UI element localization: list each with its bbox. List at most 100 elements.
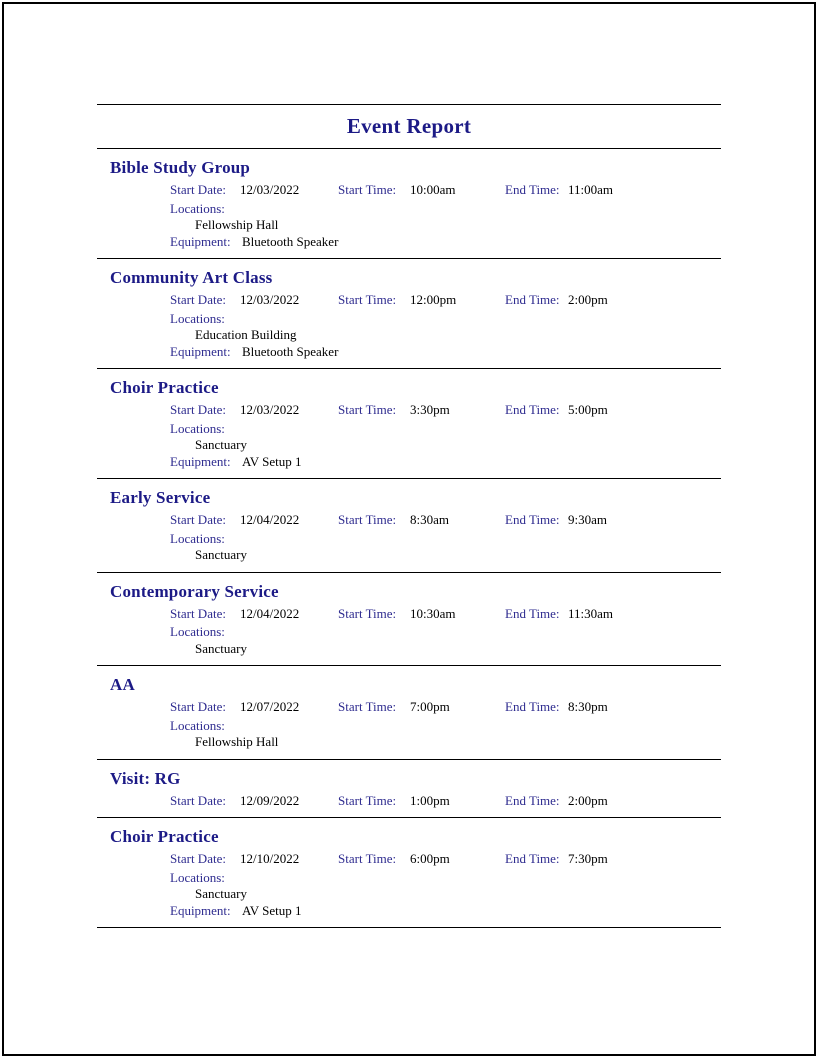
start-time-value: 1:00pm bbox=[410, 792, 450, 808]
event-title: AA bbox=[110, 675, 135, 694]
event-times-row: Start Date: 12/09/2022 Start Time: 1:00pm En… bbox=[170, 793, 721, 810]
start-date-value: 12/03/2022 bbox=[240, 182, 300, 197]
end-time-label: End Time: bbox=[505, 699, 560, 714]
event-details: Start Date: 12/09/2022 Start Time: 1:00pm En… bbox=[170, 793, 721, 810]
event-details: Start Date: 12/03/2022 Start Time: 12:00pm E… bbox=[170, 292, 721, 360]
start-time-label: Start Time: bbox=[338, 292, 397, 307]
page-title: Event Report bbox=[346, 114, 472, 138]
start-date-label: Start Date: bbox=[170, 402, 226, 417]
event-times-row: Start Date: 12/04/2022 Start Time: 10:30am E… bbox=[170, 606, 721, 623]
start-date-label: Start Date: bbox=[170, 792, 226, 808]
event-section: Bible Study Group Start Date: 12/03/2022 S… bbox=[97, 149, 721, 259]
equipment-value: AV Setup 1 bbox=[242, 453, 302, 469]
start-time-label: Start Time: bbox=[338, 512, 397, 527]
event-times-row: Start Date: 12/04/2022 Start Time: 8:30am En… bbox=[170, 512, 721, 529]
start-date-label: Start Date: bbox=[170, 512, 226, 527]
event-section: AA Start Date: 12/07/2022 Start Time: 7:00p… bbox=[97, 666, 721, 760]
event-section: Visit: RG Start Date: 12/09/2022 Start Tim… bbox=[97, 760, 721, 818]
start-time-label: Start Time: bbox=[338, 699, 397, 714]
location-value: Fellowship Hall bbox=[195, 734, 279, 749]
event-details: Start Date: 12/03/2022 Start Time: 10:00am E… bbox=[170, 182, 721, 250]
equipment-label: Equipment: bbox=[170, 343, 231, 359]
event-title: Choir Practice bbox=[110, 378, 219, 397]
start-time-value: 12:00pm bbox=[410, 292, 457, 307]
equipment-label: Equipment: bbox=[170, 453, 231, 469]
start-date-label: Start Date: bbox=[170, 292, 226, 307]
end-time-value: 2:00pm bbox=[568, 292, 608, 307]
event-section: Choir Practice Start Date: 12/10/2022 Star… bbox=[97, 818, 721, 928]
equipment-row: Equipment: AV Setup 1 bbox=[170, 903, 721, 920]
locations-label: Locations: bbox=[170, 624, 225, 639]
location-value: Education Building bbox=[195, 327, 297, 342]
equipment-value: Bluetooth Speaker bbox=[242, 233, 339, 249]
event-title: Community Art Class bbox=[110, 268, 273, 287]
end-time-label: End Time: bbox=[505, 512, 560, 527]
end-time-label: End Time: bbox=[505, 182, 560, 197]
end-time-value: 7:30pm bbox=[568, 851, 608, 866]
location-value: Sanctuary bbox=[195, 640, 247, 656]
start-date-value: 12/09/2022 bbox=[240, 792, 300, 808]
location-value: Fellowship Hall bbox=[195, 217, 279, 232]
start-time-label: Start Time: bbox=[338, 402, 397, 417]
end-time-value: 5:00pm bbox=[568, 402, 608, 417]
equipment-value: Bluetooth Speaker bbox=[242, 343, 339, 359]
locations-label: Locations: bbox=[170, 200, 225, 216]
start-date-label: Start Date: bbox=[170, 182, 226, 197]
start-time-value: 6:00pm bbox=[410, 851, 450, 866]
event-details: Start Date: 12/03/2022 Start Time: 3:30pm En… bbox=[170, 402, 721, 470]
event-times-row: Start Date: 12/03/2022 Start Time: 12:00pm E… bbox=[170, 292, 721, 309]
location-value: Sanctuary bbox=[195, 437, 247, 452]
end-time-label: End Time: bbox=[505, 292, 560, 307]
event-section: Early Service Start Date: 12/04/2022 Start… bbox=[97, 479, 721, 573]
start-date-value: 12/04/2022 bbox=[240, 512, 300, 527]
event-details: Start Date: 12/10/2022 Start Time: 6:00pm En… bbox=[170, 851, 721, 919]
start-time-label: Start Time: bbox=[338, 605, 397, 621]
end-time-value: 8:30pm bbox=[568, 699, 608, 714]
equipment-row: Equipment: AV Setup 1 bbox=[170, 454, 721, 471]
start-time-value: 10:00am bbox=[410, 182, 456, 197]
event-title: Bible Study Group bbox=[110, 158, 251, 177]
end-time-value: 11:30am bbox=[568, 605, 614, 621]
event-title: Choir Practice bbox=[110, 827, 219, 846]
start-date-label: Start Date: bbox=[170, 851, 226, 866]
locations-label: Locations: bbox=[170, 310, 225, 326]
end-time-label: End Time: bbox=[505, 605, 560, 621]
event-details: Start Date: 12/04/2022 Start Time: 8:30am En… bbox=[170, 512, 721, 564]
start-time-label: Start Time: bbox=[338, 182, 397, 197]
equipment-label: Equipment: bbox=[170, 902, 231, 918]
start-date-label: Start Date: bbox=[170, 699, 226, 714]
start-time-label: Start Time: bbox=[338, 851, 397, 866]
start-date-value: 12/03/2022 bbox=[240, 402, 300, 417]
equipment-row: Equipment: Bluetooth Speaker bbox=[170, 344, 721, 361]
end-time-label: End Time: bbox=[505, 402, 560, 417]
event-title: Early Service bbox=[110, 488, 211, 507]
event-report: Event Report Bible Study Group Start Dat… bbox=[97, 104, 721, 928]
event-details: Start Date: 12/07/2022 Start Time: 7:00pm En… bbox=[170, 699, 721, 751]
start-time-value: 3:30pm bbox=[410, 402, 450, 417]
locations-label: Locations: bbox=[170, 869, 225, 885]
locations-label: Locations: bbox=[170, 530, 225, 546]
start-date-value: 12/07/2022 bbox=[240, 699, 300, 714]
report-title-band: Event Report bbox=[97, 104, 721, 149]
event-details: Start Date: 12/04/2022 Start Time: 10:30am E… bbox=[170, 606, 721, 658]
event-times-row: Start Date: 12/07/2022 Start Time: 7:00pm En… bbox=[170, 699, 721, 716]
event-section: Community Art Class Start Date: 12/03/202… bbox=[97, 259, 721, 369]
start-time-value: 7:00pm bbox=[410, 699, 450, 714]
event-title: Contemporary Service bbox=[110, 581, 279, 601]
equipment-row: Equipment: Bluetooth Speaker bbox=[170, 234, 721, 251]
event-times-row: Start Date: 12/03/2022 Start Time: 10:00am E… bbox=[170, 182, 721, 199]
start-date-value: 12/04/2022 bbox=[240, 605, 300, 621]
start-time-value: 10:30am bbox=[410, 605, 456, 621]
end-time-label: End Time: bbox=[505, 851, 560, 866]
equipment-label: Equipment: bbox=[170, 233, 231, 249]
event-times-row: Start Date: 12/03/2022 Start Time: 3:30pm En… bbox=[170, 402, 721, 419]
end-time-value: 11:00am bbox=[568, 182, 614, 197]
end-time-value: 9:30am bbox=[568, 512, 607, 527]
event-section: Contemporary Service Start Date: 12/04/20… bbox=[97, 573, 721, 666]
equipment-value: AV Setup 1 bbox=[242, 902, 302, 918]
event-section: Choir Practice Start Date: 12/03/2022 Star… bbox=[97, 369, 721, 479]
event-title: Visit: RG bbox=[110, 768, 181, 788]
location-value: Sanctuary bbox=[195, 547, 247, 562]
start-date-label: Start Date: bbox=[170, 605, 226, 621]
